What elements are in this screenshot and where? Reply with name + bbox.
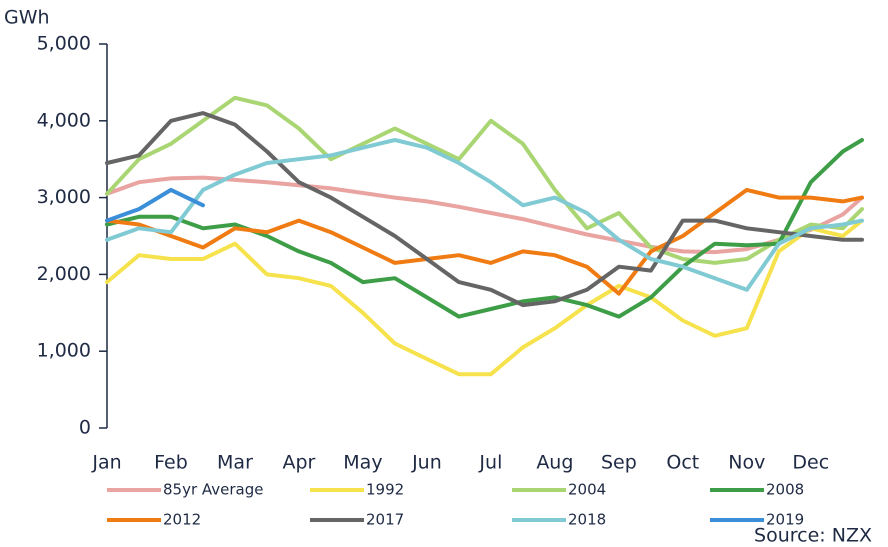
legend-label: 2008: [766, 481, 804, 499]
series-line: [105, 138, 864, 292]
legend-label: 2018: [568, 511, 606, 529]
series-line: [105, 138, 864, 319]
x-tick-label: Aug: [536, 452, 573, 474]
legend-label: 1992: [366, 481, 404, 499]
legend-label: 2012: [163, 511, 201, 529]
y-tick-label: 2,000: [37, 263, 91, 285]
legend-label: 2019: [766, 511, 804, 529]
series-line: [105, 175, 864, 255]
series-line: [105, 111, 864, 308]
x-tick-label: Oct: [666, 452, 699, 474]
legend-label: 2004: [568, 481, 606, 499]
x-tick-label: Jun: [411, 452, 442, 474]
x-tick-label: Jul: [478, 452, 502, 474]
y-tick-label: 0: [79, 417, 91, 439]
y-tick-label: 3,000: [37, 186, 91, 208]
x-tick-label: Feb: [154, 452, 188, 474]
y-tick-label: 1,000: [37, 340, 91, 362]
legend-label: 2017: [366, 511, 404, 529]
y-tick-label: 4,000: [37, 109, 91, 131]
series-line: [105, 187, 205, 223]
x-tick-label: Dec: [792, 452, 829, 474]
series-line: [105, 218, 864, 377]
source: Source: NZX: [754, 525, 872, 547]
series-line: [105, 187, 864, 296]
x-tick-label: May: [343, 452, 382, 474]
y-tick-label: 5,000: [37, 33, 91, 55]
x-tick-label: Apr: [283, 452, 316, 474]
series-line: [105, 95, 864, 265]
x-tick-label: Mar: [217, 452, 253, 474]
legend-label: 85yr Average: [163, 481, 264, 499]
x-tick-label: Jan: [91, 452, 121, 474]
x-tick-label: Sep: [601, 452, 637, 474]
y-axis-label: GWh: [4, 7, 50, 29]
x-tick-label: Nov: [728, 452, 765, 474]
